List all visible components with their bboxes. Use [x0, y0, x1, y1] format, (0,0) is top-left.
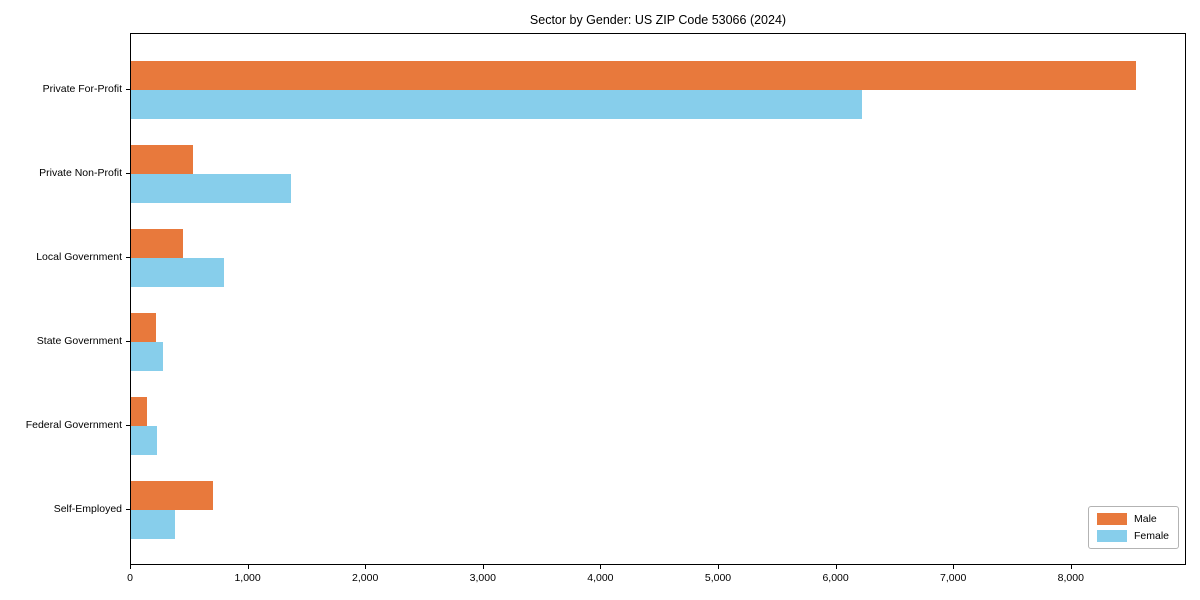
y-tick-mark — [126, 257, 130, 259]
legend-swatch-male — [1097, 513, 1127, 525]
bar-male-4 — [131, 312, 157, 342]
bar-male-2 — [131, 145, 194, 175]
x-tick-mark — [247, 565, 249, 569]
x-tick-label: 6,000 — [822, 572, 849, 584]
x-tick-mark — [482, 565, 484, 569]
y-tick-mark — [126, 89, 130, 91]
x-tick-mark — [718, 565, 719, 569]
x-tick-label: 4,000 — [587, 572, 614, 584]
x-tick-label: 1,000 — [234, 572, 261, 584]
x-tick-label: 7,000 — [940, 572, 967, 584]
y-tick-mark — [126, 508, 130, 510]
legend-label: Male — [1134, 513, 1157, 525]
y-tick-label: Federal Government — [25, 418, 122, 431]
plot-area — [130, 33, 1186, 565]
bar-female-4 — [131, 341, 163, 371]
x-tick-mark — [835, 565, 837, 569]
bar-male-5 — [131, 396, 147, 426]
bar-female-2 — [131, 174, 291, 204]
bar-female-5 — [131, 425, 157, 455]
y-tick-label: State Government — [36, 334, 122, 347]
legend-swatch-female — [1097, 530, 1127, 542]
bar-male-6 — [131, 480, 214, 510]
chart-title: Sector by Gender: US ZIP Code 53066 (202… — [529, 13, 787, 27]
y-tick-label: Local Government — [36, 251, 122, 264]
x-tick-mark — [953, 565, 955, 569]
bar-male-1 — [131, 61, 1137, 91]
x-tick-label: 8,000 — [1057, 572, 1084, 584]
x-tick-label: 0 — [127, 572, 133, 584]
bar-female-3 — [131, 258, 224, 288]
x-tick-mark — [600, 565, 602, 569]
x-tick-mark — [130, 565, 131, 569]
x-tick-mark — [365, 565, 367, 569]
y-tick-label: Private For-Profit — [42, 83, 122, 96]
y-tick-mark — [126, 340, 130, 342]
y-tick-mark — [126, 424, 130, 426]
y-tick-label: Private Non-Profit — [39, 167, 122, 180]
y-tick-label: Self-Employed — [53, 502, 122, 515]
x-tick-label: 5,000 — [704, 572, 732, 584]
y-tick-mark — [126, 173, 130, 175]
bar-male-3 — [131, 229, 183, 259]
x-tick-label: 2,000 — [352, 572, 379, 584]
x-tick-label: 3,000 — [469, 572, 496, 584]
legend: Male Female — [1088, 506, 1180, 549]
legend-item-female: Female — [1097, 530, 1169, 542]
legend-item-male: Male — [1097, 513, 1169, 525]
bar-female-6 — [131, 509, 176, 539]
x-tick-mark — [1070, 565, 1072, 569]
legend-label: Female — [1134, 530, 1170, 542]
bar-female-1 — [131, 90, 863, 120]
